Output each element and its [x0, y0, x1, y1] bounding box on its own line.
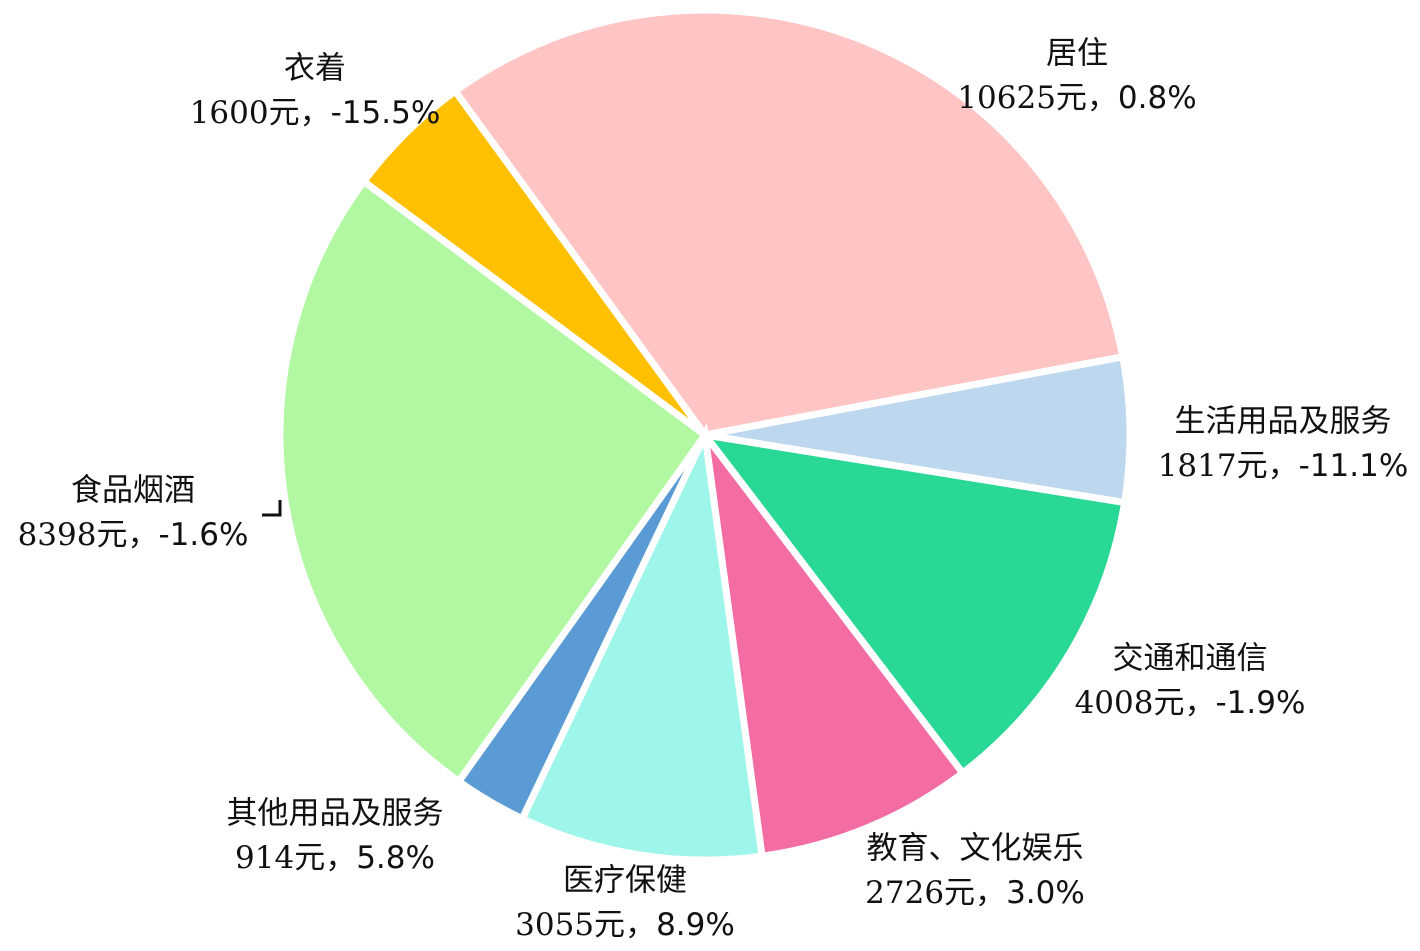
pie-slice	[517, 422, 766, 864]
amount-label: 914元，	[235, 840, 356, 876]
slice-value: 1600元，-15.5%	[190, 95, 441, 131]
slice-label: 食品烟酒	[71, 473, 195, 509]
change-label: 0.8%	[1118, 80, 1197, 116]
change-label: 8.9%	[656, 907, 735, 943]
amount-label: 10625元，	[957, 80, 1118, 116]
amount-label: 4008元，	[1075, 685, 1216, 721]
slice-label: 居住	[1046, 36, 1108, 72]
slice-value: 10625元，0.8%	[957, 80, 1196, 116]
slice-label: 教育、文化娱乐	[867, 831, 1084, 867]
slice-value: 2726元，3.0%	[865, 875, 1085, 911]
slice-label: 衣着	[284, 51, 346, 87]
change-label: 5.8%	[356, 840, 435, 876]
slice-label: 其他用品及服务	[227, 796, 444, 832]
pie-slice	[358, 86, 708, 438]
change-label: 3.0%	[1006, 875, 1085, 911]
slice-value: 914元，5.8%	[235, 840, 435, 876]
pie-slice	[276, 176, 710, 787]
amount-label: 8398元，	[18, 517, 159, 553]
slice-label: 交通和通信	[1113, 641, 1268, 677]
pie-slice	[450, 6, 1127, 439]
slice-value: 4008元，-1.9%	[1075, 685, 1306, 721]
leader-mark	[262, 500, 282, 517]
amount-label: 1600元，	[190, 95, 331, 131]
slice-label: 医疗保健	[563, 863, 687, 899]
pie-slice	[699, 422, 968, 861]
slice-value: 3055元，8.9%	[515, 907, 735, 943]
amount-label: 2726元，	[865, 875, 1006, 911]
change-label: -1.9%	[1215, 685, 1305, 721]
pie-slice	[696, 430, 1129, 778]
amount-label: 3055元，	[515, 907, 656, 943]
amount-label: 1817元，	[1158, 448, 1299, 484]
slice-value: 8398元，-1.6%	[18, 517, 249, 553]
change-label: -11.1%	[1299, 448, 1409, 484]
slice-label: 生活用品及服务	[1175, 404, 1392, 440]
change-label: -1.6%	[158, 517, 248, 553]
slice-value: 1817元，-11.1%	[1158, 448, 1409, 484]
change-label: -15.5%	[331, 95, 441, 131]
